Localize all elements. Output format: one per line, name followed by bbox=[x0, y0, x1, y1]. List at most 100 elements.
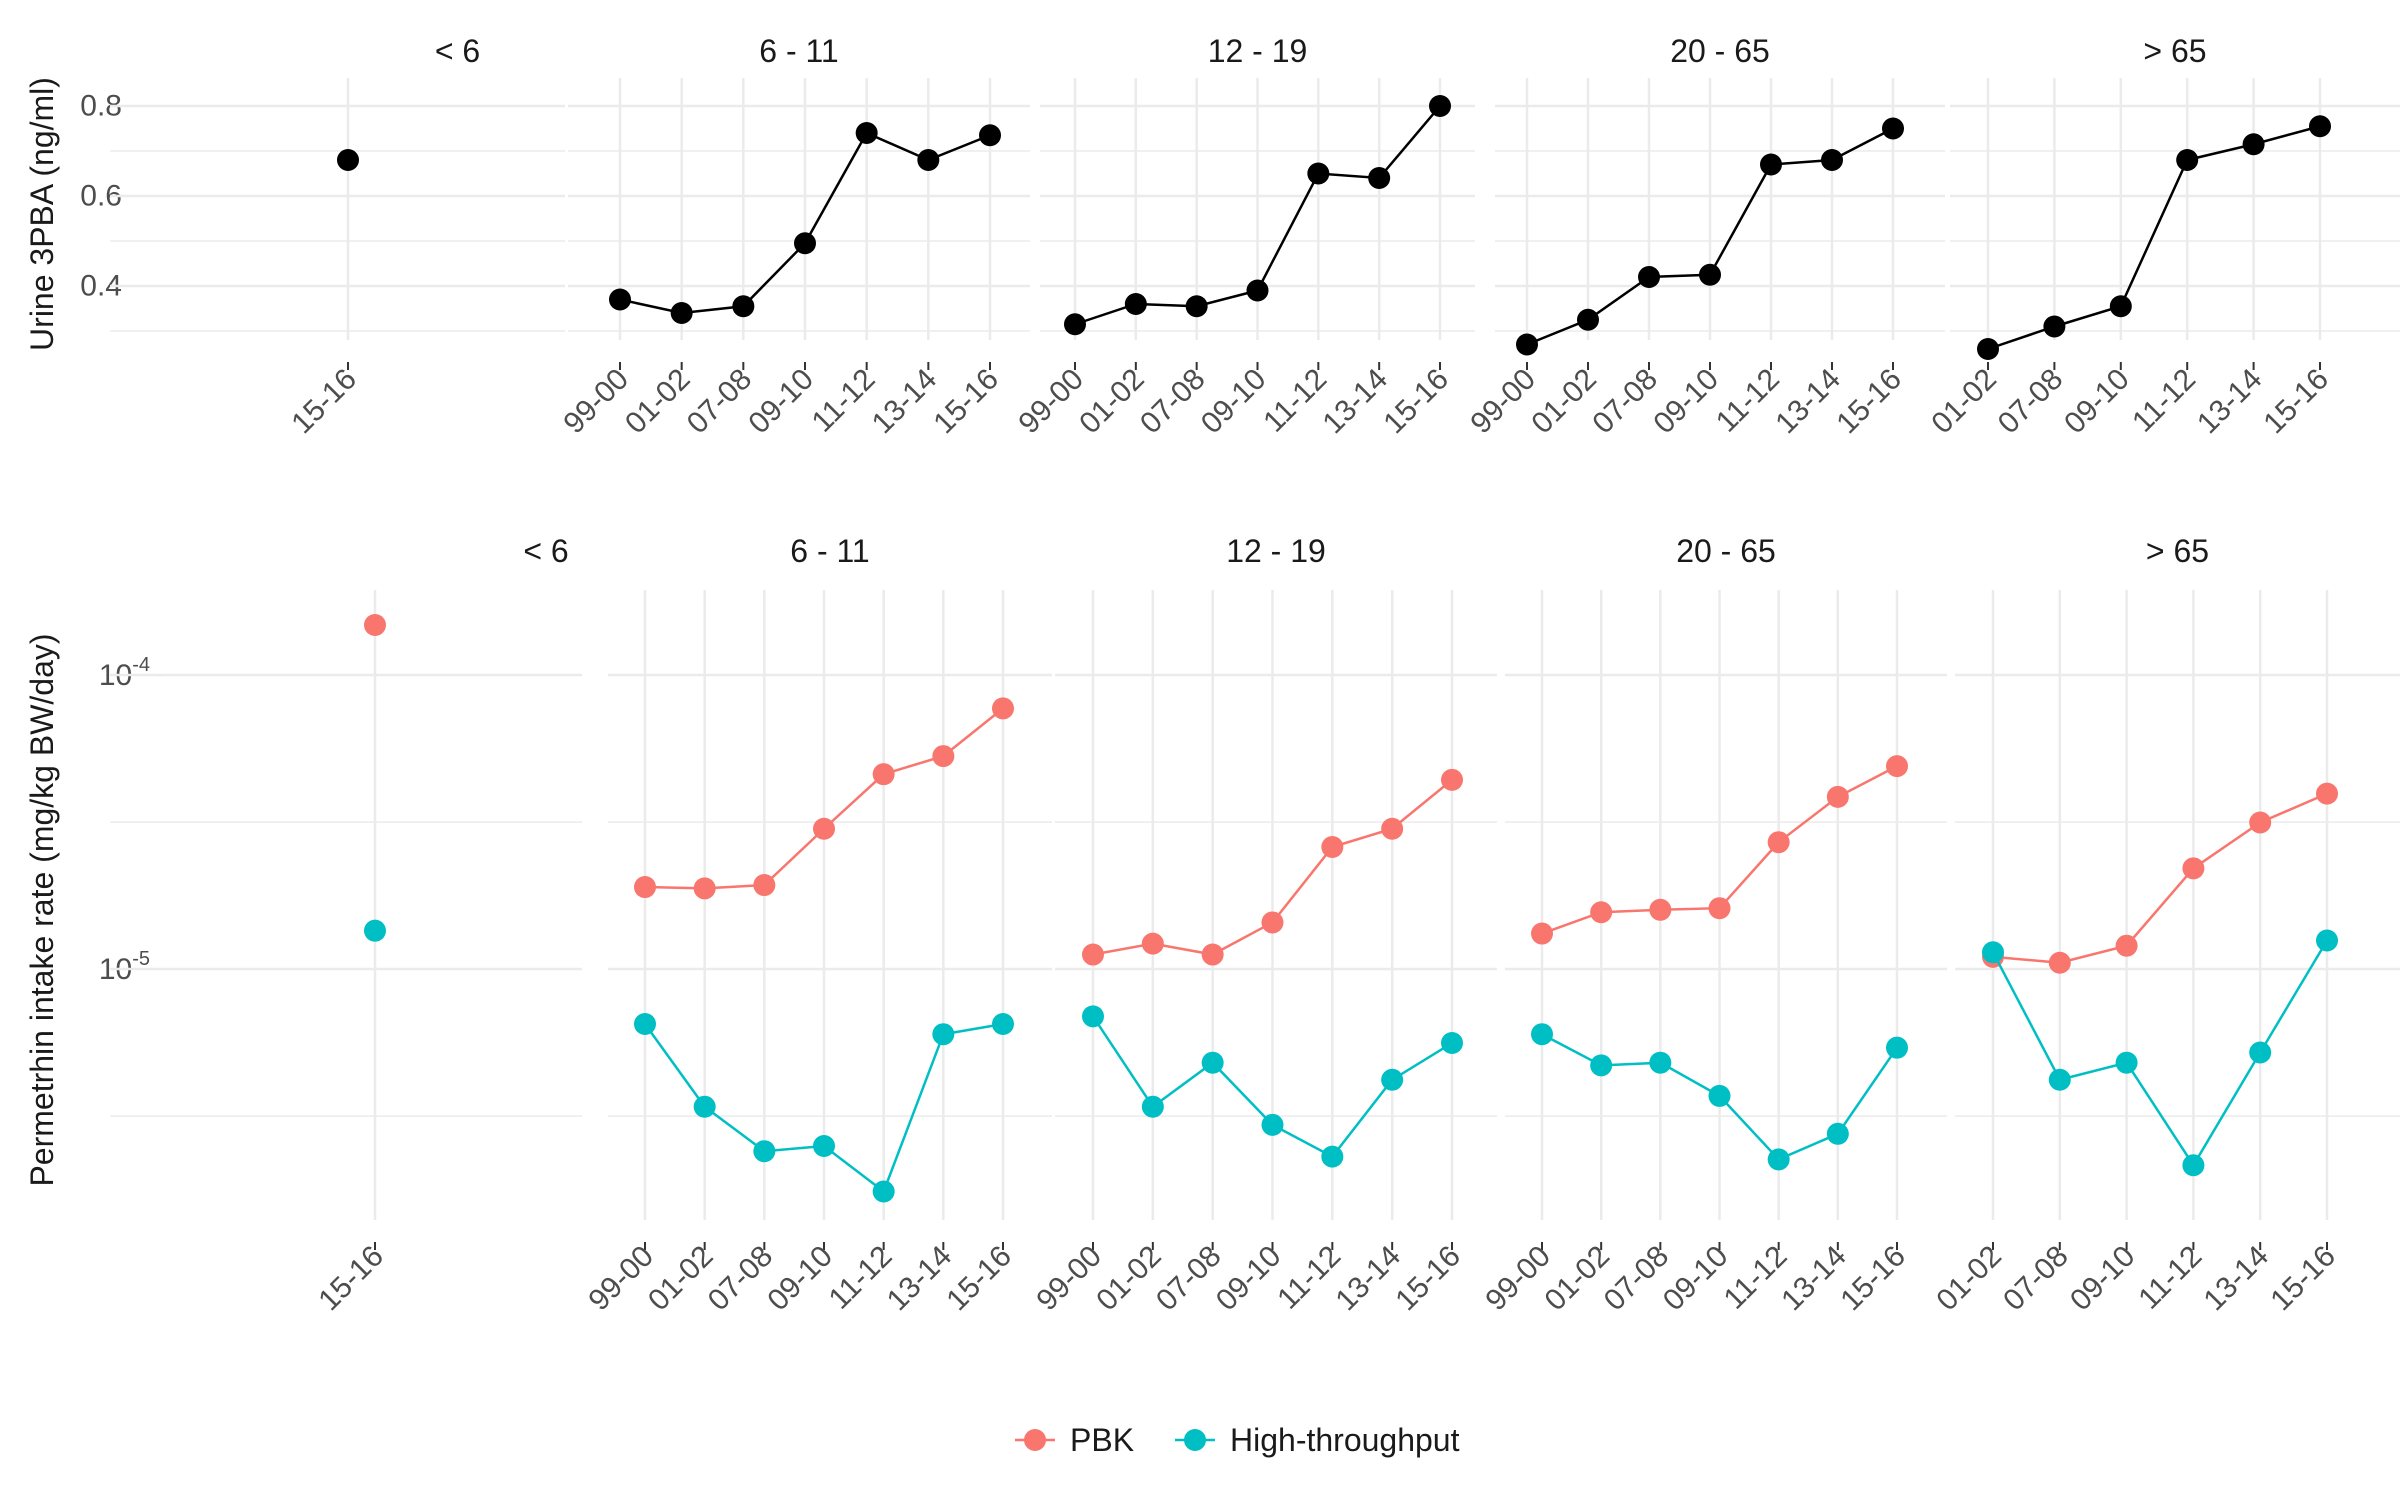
data-point-high-throughput bbox=[1441, 1032, 1463, 1055]
data-point-urine-3pba bbox=[337, 149, 359, 171]
data-point-urine-3pba bbox=[855, 122, 878, 144]
data-point-pbk bbox=[1141, 932, 1164, 955]
data-point-urine-3pba bbox=[1516, 333, 1538, 356]
facet-title: 12 - 19 bbox=[1208, 33, 1308, 69]
data-point-high-throughput bbox=[1381, 1068, 1404, 1091]
data-point-urine-3pba bbox=[1760, 153, 1782, 176]
data-point-high-throughput bbox=[2316, 929, 2338, 952]
data-point-pbk bbox=[1708, 897, 1731, 920]
data-point-high-throughput bbox=[2115, 1051, 2138, 1074]
data-point-pbk bbox=[693, 877, 716, 900]
data-point-high-throughput bbox=[1590, 1054, 1613, 1077]
facet-title: 20 - 65 bbox=[1676, 533, 1776, 569]
data-point-pbk bbox=[1531, 922, 1553, 945]
data-point-pbk bbox=[1886, 755, 1908, 778]
data-point-urine-3pba bbox=[1124, 293, 1147, 315]
data-point-urine-3pba bbox=[1246, 279, 1269, 302]
data-point-urine-3pba bbox=[2043, 315, 2066, 338]
facet-title: 12 - 19 bbox=[1226, 533, 1326, 569]
data-point-high-throughput bbox=[1649, 1051, 1672, 1074]
y-axis-title: Permetrhin intake rate (mg/kg BW/day) bbox=[24, 633, 60, 1186]
data-point-urine-3pba bbox=[1429, 95, 1451, 117]
data-point-high-throughput bbox=[932, 1023, 955, 1046]
tick-exponent: -4 bbox=[132, 654, 150, 676]
data-point-urine-3pba bbox=[2242, 133, 2265, 156]
data-point-high-throughput bbox=[1141, 1095, 1164, 1118]
data-point-urine-3pba bbox=[670, 302, 693, 324]
data-point-pbk bbox=[1649, 898, 1672, 921]
data-point-urine-3pba bbox=[794, 232, 816, 255]
data-point-high-throughput bbox=[2048, 1068, 2071, 1091]
facet-title: < 6 bbox=[435, 33, 480, 69]
data-point-high-throughput bbox=[872, 1180, 895, 1203]
data-point-pbk bbox=[634, 876, 656, 899]
data-point-high-throughput bbox=[1531, 1023, 1553, 1046]
data-point-urine-3pba bbox=[609, 288, 631, 311]
data-point-high-throughput bbox=[813, 1134, 835, 1157]
legend-key-point bbox=[1024, 1429, 1046, 1451]
data-point-urine-3pba bbox=[917, 149, 940, 171]
data-point-pbk bbox=[2115, 934, 2138, 957]
data-point-high-throughput bbox=[1261, 1113, 1284, 1136]
data-point-high-throughput bbox=[1082, 1005, 1104, 1028]
data-point-urine-3pba bbox=[1307, 162, 1330, 185]
legend-label: High-throughput bbox=[1230, 1422, 1460, 1458]
facet-title: < 6 bbox=[523, 533, 568, 569]
legend: PBK High-throughput bbox=[1015, 1422, 1460, 1458]
facet-title: > 65 bbox=[2146, 533, 2209, 569]
data-point-urine-3pba bbox=[1064, 313, 1086, 336]
data-point-urine-3pba bbox=[1977, 338, 1999, 360]
data-point-pbk bbox=[932, 745, 955, 768]
data-point-high-throughput bbox=[1321, 1145, 1344, 1168]
data-point-urine-3pba bbox=[1638, 266, 1660, 288]
data-point-pbk bbox=[1441, 768, 1463, 791]
data-point-urine-3pba bbox=[1821, 149, 1843, 171]
data-point-high-throughput bbox=[753, 1140, 776, 1163]
data-point-urine-3pba bbox=[1699, 263, 1721, 286]
data-point-pbk bbox=[1321, 836, 1344, 859]
data-point-pbk bbox=[813, 817, 835, 840]
data-point-high-throughput bbox=[1767, 1148, 1790, 1171]
data-point-high-throughput bbox=[634, 1012, 656, 1035]
data-point-urine-3pba bbox=[2176, 149, 2199, 171]
series-line-high-throughput bbox=[1991, 939, 2329, 1168]
data-point-high-throughput bbox=[693, 1095, 716, 1118]
facet-title: 6 - 11 bbox=[759, 33, 838, 69]
data-point-pbk bbox=[2316, 782, 2338, 805]
data-point-pbk bbox=[1261, 911, 1284, 934]
data-point-high-throughput bbox=[1982, 941, 2004, 964]
tick-exponent: -5 bbox=[132, 948, 150, 970]
legend-key-point bbox=[1184, 1429, 1206, 1451]
data-point-high-throughput bbox=[1708, 1084, 1731, 1107]
data-point-pbk bbox=[1381, 817, 1404, 840]
facet-title: > 65 bbox=[2143, 33, 2206, 69]
legend-label: PBK bbox=[1070, 1422, 1134, 1458]
data-point-high-throughput bbox=[1201, 1051, 1224, 1074]
series-line-urine-3pba bbox=[1987, 125, 2321, 351]
data-point-high-throughput bbox=[992, 1012, 1014, 1035]
data-point-high-throughput bbox=[1826, 1122, 1849, 1145]
data-point-urine-3pba bbox=[732, 295, 755, 318]
data-point-urine-3pba bbox=[2109, 295, 2132, 318]
data-point-pbk bbox=[1082, 943, 1104, 966]
y-axis-title: Urine 3PBA (ng/ml) bbox=[24, 77, 60, 351]
data-point-urine-3pba bbox=[1185, 295, 1208, 318]
data-point-pbk bbox=[753, 874, 776, 897]
data-point-high-throughput bbox=[1886, 1036, 1908, 1059]
data-point-urine-3pba bbox=[1368, 167, 1391, 189]
data-point-high-throughput bbox=[364, 919, 386, 942]
series-line-pbk bbox=[1992, 792, 2328, 965]
facet-title: 20 - 65 bbox=[1670, 33, 1770, 69]
data-point-pbk bbox=[872, 763, 895, 786]
data-point-pbk bbox=[992, 697, 1014, 720]
data-point-pbk bbox=[2048, 951, 2071, 974]
data-point-urine-3pba bbox=[1577, 308, 1599, 331]
facet-title: 6 - 11 bbox=[790, 533, 869, 569]
data-point-high-throughput bbox=[2249, 1041, 2272, 1064]
data-point-pbk bbox=[1826, 785, 1849, 808]
data-point-high-throughput bbox=[2182, 1154, 2205, 1177]
data-point-pbk bbox=[364, 613, 386, 636]
data-point-pbk bbox=[1201, 943, 1224, 966]
